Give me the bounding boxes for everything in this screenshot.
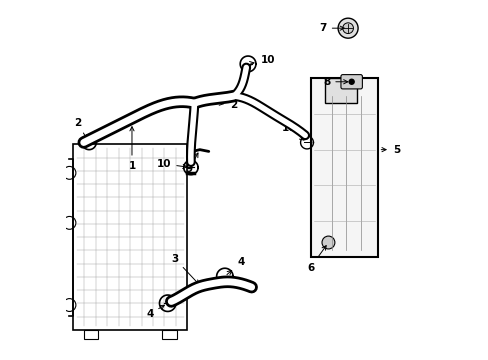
Text: 9: 9: [185, 153, 198, 174]
Text: 4: 4: [226, 257, 244, 275]
Bar: [162, 330, 176, 339]
Bar: [310, 78, 378, 257]
Text: 4: 4: [146, 305, 164, 319]
Circle shape: [348, 79, 353, 84]
Text: 10: 10: [249, 55, 275, 66]
Text: 10: 10: [157, 159, 187, 169]
Bar: [83, 330, 98, 339]
Text: 8: 8: [323, 77, 347, 87]
Text: 3: 3: [171, 253, 199, 284]
Bar: [73, 144, 187, 330]
FancyBboxPatch shape: [340, 75, 362, 89]
Text: 2: 2: [74, 118, 87, 139]
Text: 10: 10: [281, 123, 304, 140]
Text: 7: 7: [319, 23, 344, 33]
Text: 2: 2: [219, 100, 237, 110]
Circle shape: [322, 236, 334, 249]
Circle shape: [337, 18, 357, 38]
Text: 1: 1: [128, 127, 135, 171]
Text: 5: 5: [381, 145, 399, 155]
Bar: [324, 78, 356, 103]
Circle shape: [342, 23, 353, 33]
Text: 6: 6: [306, 246, 325, 273]
